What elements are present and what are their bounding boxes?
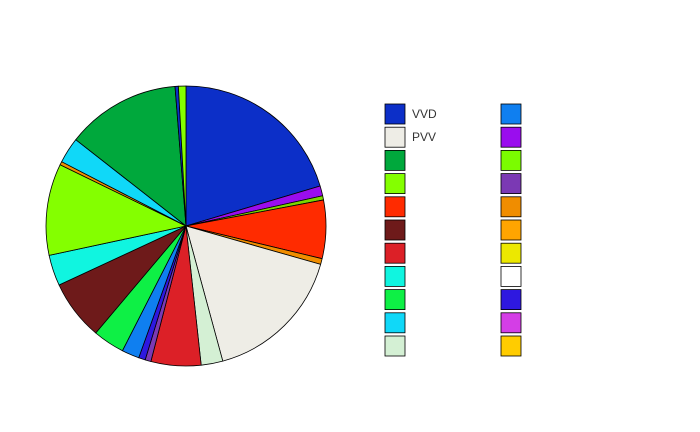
legend-swatch-1-0	[500, 103, 522, 125]
legend-swatch-0-1	[384, 126, 406, 148]
legend-label-0-0: VVD	[412, 107, 437, 121]
legend-swatch-0-9	[384, 312, 406, 334]
legend-label-0-1: PVV	[412, 130, 436, 144]
legend-swatch-0-8	[384, 289, 406, 311]
legend-swatch-1-8	[500, 289, 522, 311]
pie-slice-0	[185, 85, 321, 227]
pie-slice-14	[45, 164, 187, 256]
legend-swatch-1-4	[500, 196, 522, 218]
legend-swatch-1-1	[500, 126, 522, 148]
legend-swatch-0-7	[384, 265, 406, 287]
legend-swatch-1-3	[500, 173, 522, 195]
pie-slice-17	[75, 86, 187, 227]
legend-swatch-1-6	[500, 242, 522, 264]
legend-swatch-0-6	[384, 242, 406, 264]
legend-swatch-0-5	[384, 219, 406, 241]
legend-swatch-0-0	[384, 103, 406, 125]
legend-swatch-0-3	[384, 173, 406, 195]
legend: VVD PVV	[384, 103, 522, 357]
legend-swatch-0-4	[384, 196, 406, 218]
legend-swatch-1-2	[500, 149, 522, 171]
legend-swatch-0-2	[384, 149, 406, 171]
legend-swatch-1-5	[500, 219, 522, 241]
legend-swatch-1-10	[500, 335, 522, 357]
pie-slice-5	[185, 225, 322, 362]
pie-slice-19	[177, 85, 187, 227]
pie-slices	[45, 85, 327, 367]
legend-swatch-1-9	[500, 312, 522, 334]
legend-swatch-0-10	[384, 335, 406, 357]
legend-swatch-1-7	[500, 265, 522, 287]
